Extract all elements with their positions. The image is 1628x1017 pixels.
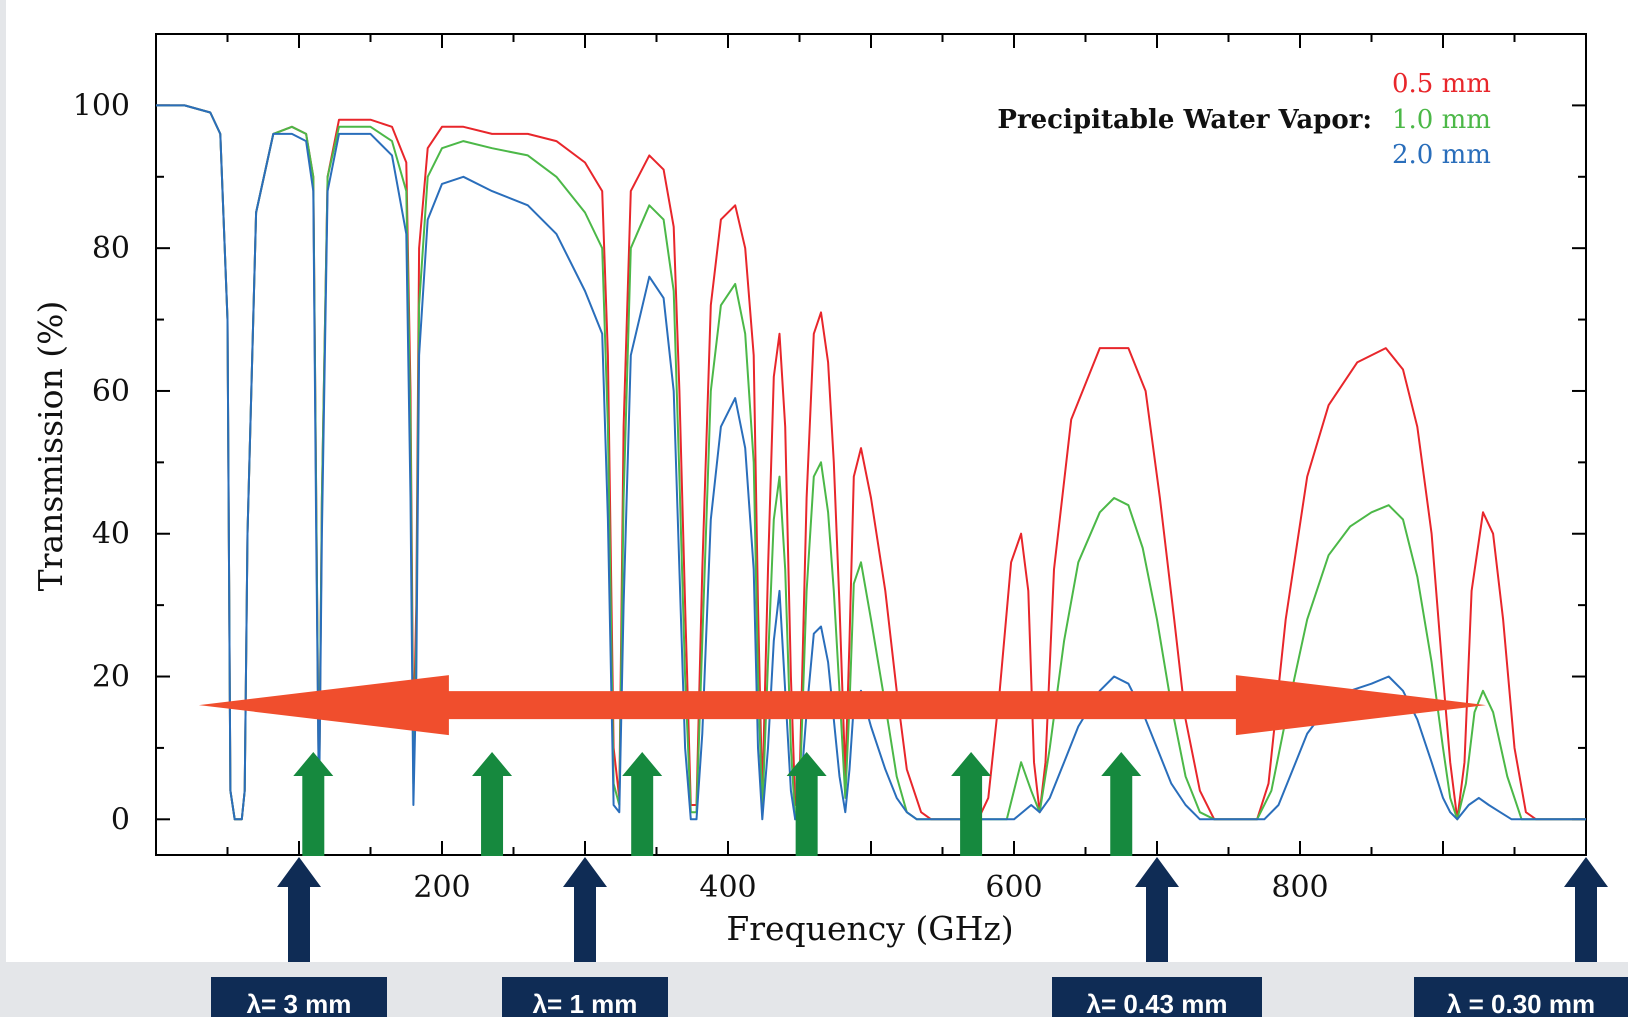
- tick-layer: 200 400 600 800 0 20 40 60 80 100: [73, 34, 1586, 905]
- navy-arrow-1: [563, 857, 607, 962]
- green-arrow-0: [293, 752, 334, 856]
- series-line-2: [156, 104, 1586, 821]
- y-tick-label: 100: [73, 88, 130, 123]
- green-arrow-5: [1101, 752, 1142, 856]
- legend-title: Precipitable Water Vapor:: [997, 105, 1372, 135]
- y-tick-label: 60: [92, 374, 130, 409]
- legend-entry-2-0mm: 2.0 mm: [1392, 140, 1491, 170]
- x-tick-label: 800: [1271, 870, 1328, 905]
- y-axis-label: Transmission (%): [31, 301, 70, 592]
- plot-frame: [155, 33, 1587, 856]
- navy-arrow-2: [1135, 857, 1179, 962]
- green-arrow-4: [951, 752, 992, 856]
- y-tick-label: 20: [92, 660, 130, 695]
- y-tick-label: 40: [92, 517, 130, 552]
- x-axis-label: Frequency (GHz): [726, 909, 1013, 948]
- annotation-layer: [198, 675, 1608, 962]
- wavelength-label-3mm: λ= 3 mm: [211, 977, 387, 1017]
- green-arrow-2: [622, 752, 663, 856]
- green-arrow-3: [786, 752, 827, 856]
- green-arrow-1: [472, 752, 513, 856]
- legend-entry-0-5mm: 0.5 mm: [1392, 69, 1491, 99]
- wavelength-label-0-43mm: λ= 0.43 mm: [1052, 977, 1262, 1017]
- series-line-1: [156, 104, 1586, 821]
- legend-entry-1-0mm: 1.0 mm: [1392, 105, 1491, 135]
- legend: Precipitable Water Vapor: 0.5 mm 1.0 mm …: [997, 69, 1491, 170]
- x-tick-label: 600: [985, 870, 1042, 905]
- x-tick-label: 400: [699, 870, 756, 905]
- navy-arrow-3: [1564, 857, 1608, 962]
- wavelength-label-1mm: λ= 1 mm: [502, 977, 668, 1017]
- x-tick-label: 200: [413, 870, 470, 905]
- band-double-arrow: [198, 675, 1486, 736]
- wavelength-label-0-30mm: λ = 0.30 mm: [1414, 977, 1628, 1017]
- navy-arrow-0: [277, 857, 321, 962]
- y-tick-label: 0: [111, 802, 130, 837]
- y-tick-label: 80: [92, 231, 130, 266]
